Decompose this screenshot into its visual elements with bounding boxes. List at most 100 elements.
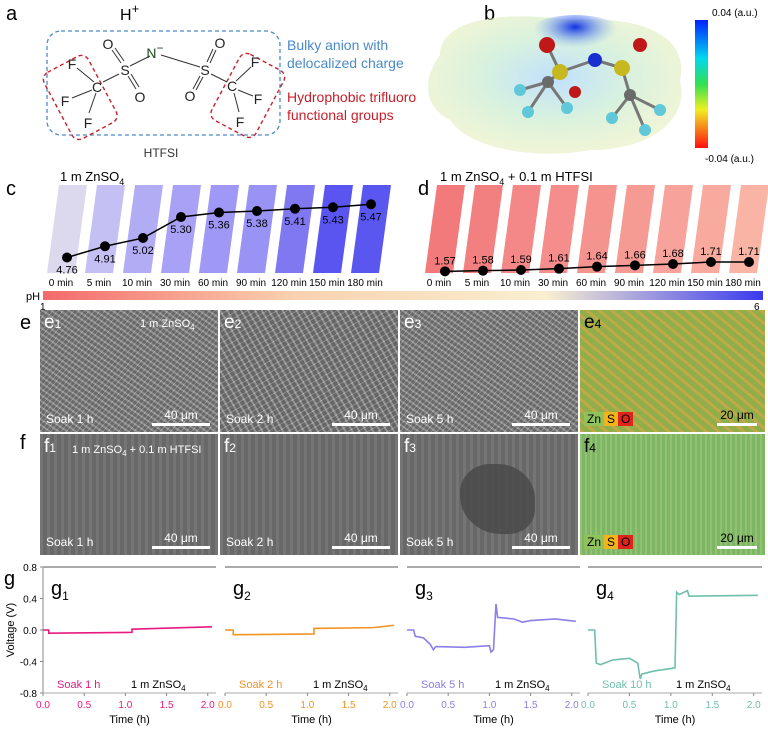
ph-point (706, 257, 716, 267)
time-tick-label: 120 min (649, 278, 685, 289)
ph-bar (539, 185, 579, 273)
ph-bar (501, 185, 541, 273)
ph-point (440, 266, 450, 277)
ph-bar (85, 185, 125, 273)
ph-point (554, 263, 564, 274)
ph-point (668, 259, 678, 269)
esp-surface (428, 15, 682, 154)
atom-f: F (254, 91, 263, 107)
image-label: f3 (404, 436, 416, 457)
time-tick-label: 5 min (465, 278, 489, 289)
htfsi-bonds (71, 47, 254, 114)
panel-label-g: g (4, 568, 15, 590)
time-tick-label: 0 min (427, 278, 451, 289)
atom-f: F (236, 114, 245, 130)
x-tick-label: 2.0 (565, 700, 579, 711)
title-d: 1 m ZnSO4 + 0.1 m HTFSI (440, 169, 593, 187)
time-tick-label: 5 min (87, 278, 111, 289)
x-tick-label: 1.0 (664, 700, 678, 711)
soak-label: Soak 2 h (226, 535, 274, 549)
subpanel-label: g2 (233, 578, 251, 603)
electrolyte-label: 1 m ZnSO4 (495, 679, 550, 693)
panel-label-b: b (484, 3, 495, 25)
subpanel-label: g3 (415, 578, 433, 603)
time-tick-label: 60 min (198, 278, 228, 289)
sem-image-e2: e2 Soak 2 h 40 μm (220, 310, 398, 432)
ph-bar (161, 185, 201, 273)
x-tick-label: 1.5 (524, 700, 538, 711)
scale-bar: 40 μm (512, 408, 570, 426)
time-tick-label: 180 min (725, 278, 761, 289)
ph-charts: 0 min 5 min 10 min 30 min 60 min 90 min 120 mi… (47, 185, 768, 289)
eds-zn: Zn (584, 412, 605, 426)
electrolyte-label: 1 m ZnSO4 (140, 318, 195, 333)
ph-value-label: 1.57 (434, 255, 455, 267)
time-tick-label: 10 min (500, 278, 530, 289)
eds-map-e4: e4 Zn S O 20 μm (580, 310, 765, 432)
x-tick-label: 0.5 (259, 700, 273, 711)
ph-point (100, 241, 110, 252)
soak-label: Soak 2 h (226, 412, 274, 426)
sem-image-f2: f2 Soak 2 h 40 μm (220, 434, 398, 555)
time-tick-label: 60 min (576, 278, 606, 289)
time-tick-label: 10 min (122, 278, 152, 289)
atom-o: O (103, 36, 114, 52)
soak-label: Soak 5 h (421, 679, 464, 691)
atom-f: F (84, 115, 93, 131)
ph-value-label: 1.59 (510, 254, 531, 266)
atom-c-right: C (227, 78, 237, 94)
ph-bar (463, 185, 503, 273)
y-tick-label: 0.4 (23, 595, 37, 606)
eds-legend: Zn S O (584, 535, 634, 549)
ph-value-label: 5.38 (246, 218, 267, 230)
time-tick-label: 180 min (347, 278, 383, 289)
atom-f: F (68, 56, 77, 72)
soak-label: Soak 5 h (406, 412, 454, 426)
ph-value-label: 1.61 (548, 253, 569, 265)
ph-value-label: 4.76 (56, 265, 77, 277)
ph-value-label: 1.71 (700, 246, 721, 258)
cf3-box-left (42, 54, 118, 141)
image-label: f2 (224, 436, 236, 457)
ph-value-label: 1.58 (472, 255, 493, 267)
scale-bar: 40 μm (512, 531, 570, 549)
scale-bar: 40 μm (332, 408, 390, 426)
x-tick-label: 1.0 (300, 700, 314, 711)
y-tick-label: -0.4 (20, 658, 38, 669)
ph-min: 1 (40, 302, 46, 313)
time-tick-label: 90 min (236, 278, 266, 289)
time-tick-label: 150 min (687, 278, 723, 289)
time-tick-label: 90 min (614, 278, 644, 289)
time-tick-label: 30 min (160, 278, 190, 289)
eds-legend: Zn S O (584, 412, 634, 426)
voltage-curve (407, 603, 576, 654)
ph-point (516, 265, 526, 275)
image-label: e1 (44, 312, 62, 333)
eds-zn: Zn (584, 535, 605, 549)
x-tick-label: 2.0 (747, 700, 761, 711)
ph-point (328, 202, 338, 213)
x-tick-label: 1.0 (118, 700, 132, 711)
atom-s-left: S (120, 62, 129, 78)
soak-label: Soak 2 h (239, 679, 282, 691)
ph-point (478, 265, 488, 276)
atom-s-right: S (200, 62, 209, 78)
y-tick-label: 0.0 (23, 626, 37, 637)
y-axis-label: Voltage (V) (5, 603, 17, 657)
eds-s: S (604, 412, 619, 426)
scale-bar: 20 μm (717, 408, 757, 426)
y-tick-label: 0.8 (23, 563, 37, 574)
eds-o: O (618, 535, 634, 549)
eds-o: O (618, 412, 634, 426)
subpanel-label: g1 (51, 578, 69, 603)
ph-point (62, 252, 72, 263)
atom-o: O (135, 89, 146, 105)
ph-bar (313, 185, 353, 273)
atom-o: O (185, 88, 196, 104)
ph-bar (425, 185, 465, 273)
ph-point (176, 212, 186, 222)
panel-label-f: f (20, 432, 26, 454)
voltage-charts: 0.8 0.4 0.0 -0.4 -0.8 Voltage (V) 0.0 0.5 1.0 1.5… (5, 563, 762, 726)
ph-point (592, 261, 602, 272)
